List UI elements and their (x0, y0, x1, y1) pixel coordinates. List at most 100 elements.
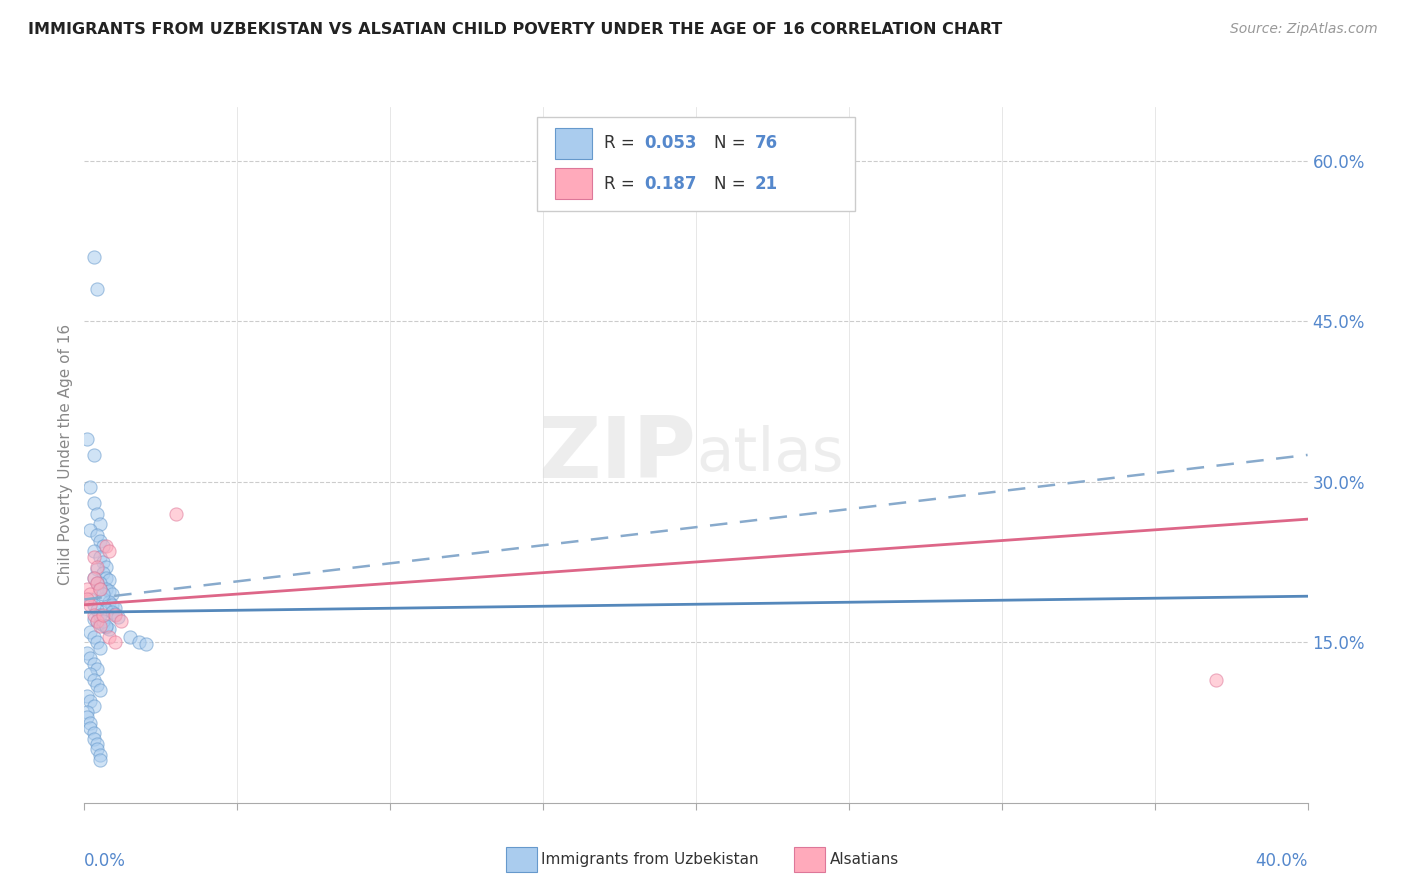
Point (120, 630, 142, 644)
Point (83, 630, 105, 644)
Point (83, 598, 105, 612)
Point (97, 623, 120, 637)
Point (83, 699, 105, 714)
Text: 0.187: 0.187 (644, 175, 697, 193)
Point (83, 571, 105, 585)
Text: 40.0%: 40.0% (1256, 852, 1308, 870)
Point (89, 747, 111, 762)
Point (89, 576, 111, 591)
Point (104, 635, 127, 649)
Point (83, 673, 105, 687)
Point (83, 731, 105, 746)
Point (101, 587, 124, 601)
Point (94, 560, 117, 574)
Point (94, 571, 117, 585)
Point (94, 619, 117, 633)
Point (104, 601, 127, 615)
Point (89, 582, 111, 596)
Point (86, 576, 108, 591)
Point (89, 517, 111, 532)
Point (79, 598, 101, 612)
Point (101, 605, 124, 619)
Text: 76: 76 (755, 134, 778, 153)
Point (104, 607, 127, 622)
Point (83, 250, 105, 264)
Point (86, 562, 108, 576)
Point (89, 619, 111, 633)
Point (83, 496, 105, 510)
Point (76, 710, 98, 724)
Point (91, 618, 114, 632)
Point (128, 635, 150, 649)
Point (101, 598, 124, 612)
Point (89, 615, 111, 630)
Point (110, 614, 132, 628)
Point (86, 603, 108, 617)
Point (91, 608, 114, 623)
Point (79, 651, 101, 665)
Point (79, 694, 101, 708)
Point (86, 282, 108, 296)
Point (107, 609, 129, 624)
Point (91, 587, 114, 601)
Point (104, 608, 127, 623)
Text: N =: N = (714, 134, 751, 153)
Point (79, 715, 101, 730)
Point (86, 528, 108, 542)
Point (83, 544, 105, 558)
Text: atlas: atlas (696, 425, 844, 484)
Point (83, 448, 105, 462)
Point (76, 689, 98, 703)
Point (89, 608, 111, 623)
Point (97, 544, 120, 558)
Point (83, 608, 105, 623)
Point (86, 614, 108, 628)
Point (83, 726, 105, 740)
Point (165, 507, 187, 521)
Point (1205, 673, 1227, 687)
Point (89, 582, 111, 596)
Point (86, 635, 108, 649)
Point (89, 683, 111, 698)
Point (83, 612, 105, 626)
Point (86, 662, 108, 676)
Point (91, 555, 114, 569)
Text: ZIP: ZIP (538, 413, 696, 497)
Text: Source: ZipAtlas.com: Source: ZipAtlas.com (1230, 22, 1378, 37)
Text: Alsatians: Alsatians (830, 853, 898, 867)
Point (97, 594, 120, 608)
Text: N =: N = (714, 175, 751, 193)
Text: IMMIGRANTS FROM UZBEKISTAN VS ALSATIAN CHILD POVERTY UNDER THE AGE OF 16 CORRELA: IMMIGRANTS FROM UZBEKISTAN VS ALSATIAN C… (28, 22, 1002, 37)
Point (91, 614, 114, 628)
Point (86, 560, 108, 574)
Point (76, 646, 98, 660)
Point (86, 507, 108, 521)
Text: R =: R = (605, 175, 640, 193)
Text: R =: R = (605, 134, 640, 153)
Point (76, 432, 98, 446)
Text: 0.053: 0.053 (644, 134, 697, 153)
Point (76, 705, 98, 719)
Point (79, 523, 101, 537)
Point (94, 620, 117, 634)
Point (86, 742, 108, 756)
Point (83, 571, 105, 585)
Point (76, 592, 98, 607)
Point (135, 637, 157, 651)
Point (76, 582, 98, 596)
Y-axis label: Child Poverty Under the Age of 16: Child Poverty Under the Age of 16 (58, 325, 73, 585)
Point (89, 549, 111, 564)
Point (91, 592, 114, 607)
Point (83, 657, 105, 671)
Point (89, 640, 111, 655)
Point (86, 614, 108, 628)
Point (79, 624, 101, 639)
Point (86, 737, 108, 751)
Point (79, 667, 101, 681)
Point (94, 582, 117, 596)
Point (94, 603, 117, 617)
Point (94, 539, 117, 553)
Point (91, 566, 114, 580)
Text: Immigrants from Uzbekistan: Immigrants from Uzbekistan (541, 853, 759, 867)
FancyBboxPatch shape (537, 118, 855, 211)
